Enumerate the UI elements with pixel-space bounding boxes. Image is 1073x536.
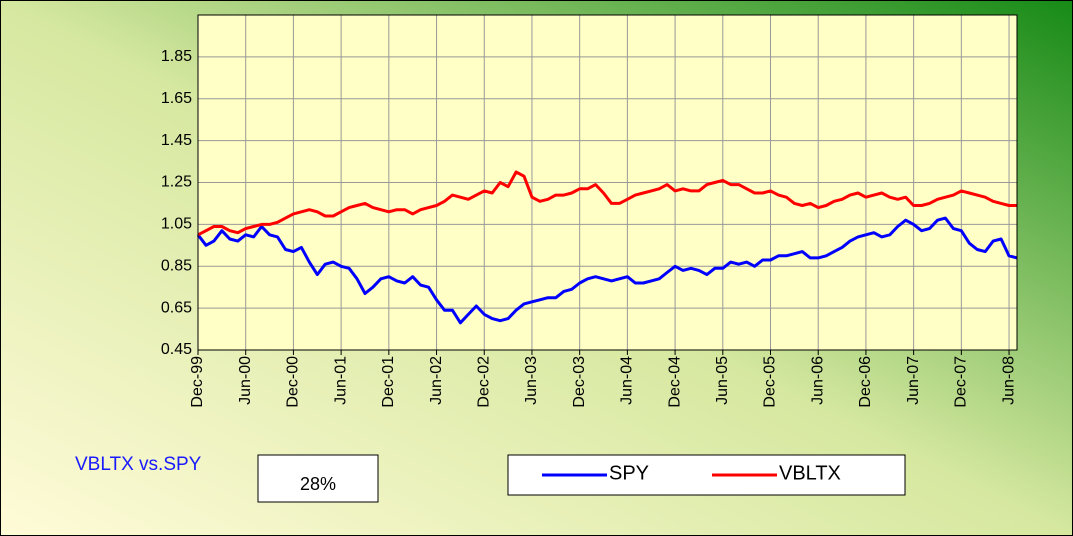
x-tick-label: Jun-05 (714, 356, 731, 405)
line (197, 170, 1017, 237)
y-tick-label: 0.65 (161, 299, 192, 316)
plot-border (197, 14, 1018, 351)
x-tick-label: Jun-02 (428, 356, 445, 405)
y-tick-label: 1.65 (161, 90, 192, 107)
annotation-value: 28% (300, 474, 336, 494)
x-tick-label: Jun-01 (332, 356, 349, 405)
x-tick-label: Dec-06 (857, 356, 874, 408)
x-tick-label: Jun-03 (523, 356, 540, 405)
x-tick-label: Dec-01 (380, 356, 397, 408)
x-tick-label: Dec-07 (953, 356, 970, 408)
legend-label: SPY (609, 462, 649, 484)
y-tick-label: 1.45 (161, 132, 192, 149)
x-tick-label: Jun-08 (1000, 356, 1017, 405)
annotation: VBLTX vs.SPY (75, 454, 202, 475)
x-tick-label: Jun-04 (619, 356, 636, 405)
annotation-box (257, 454, 379, 503)
legend-label: VBLTX (779, 462, 841, 484)
y-tick-label: 1.85 (161, 48, 192, 65)
y-tick-label: 1.05 (161, 216, 192, 233)
x-tick-label: Jun-07 (905, 356, 922, 405)
x-tick-label: Dec-04 (666, 356, 683, 408)
x-tick-label: Jun-06 (809, 356, 826, 405)
y-tick-label: 0.85 (161, 257, 192, 274)
line (196, 216, 1018, 325)
y-tick-label: 1.25 (161, 174, 192, 191)
x-tick-label: Dec-02 (475, 356, 492, 408)
x-tick-label: Dec-03 (571, 356, 588, 408)
y-tick-label: 0.45 (161, 341, 192, 358)
x-tick-label: Dec-00 (285, 356, 302, 408)
x-tick-label: Dec-99 (189, 356, 206, 408)
x-tick-label: Jun-00 (237, 356, 254, 405)
x-tick-label: Dec-05 (762, 356, 779, 408)
